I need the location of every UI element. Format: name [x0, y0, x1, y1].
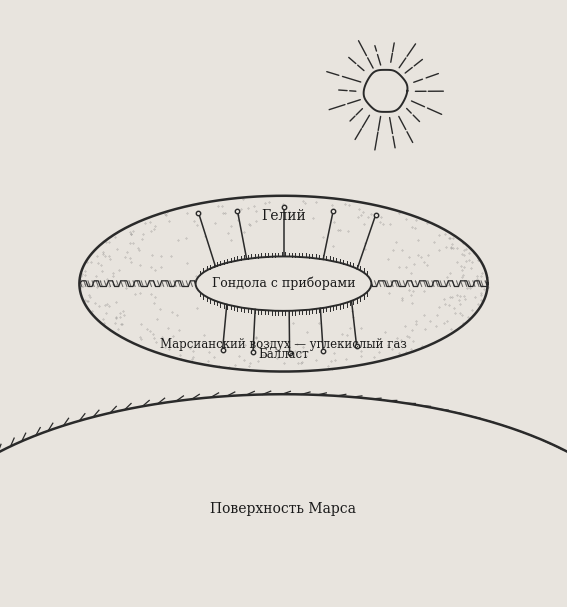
Ellipse shape [196, 256, 371, 311]
Text: Поверхность Марса: Поверхность Марса [210, 502, 357, 516]
Text: Балласт: Балласт [258, 348, 309, 361]
Polygon shape [363, 70, 408, 112]
Text: Гондола с приборами: Гондола с приборами [211, 277, 356, 290]
Text: Гелий: Гелий [261, 209, 306, 223]
Text: Марсианский воздух — углекислый газ: Марсианский воздух — углекислый газ [160, 338, 407, 351]
